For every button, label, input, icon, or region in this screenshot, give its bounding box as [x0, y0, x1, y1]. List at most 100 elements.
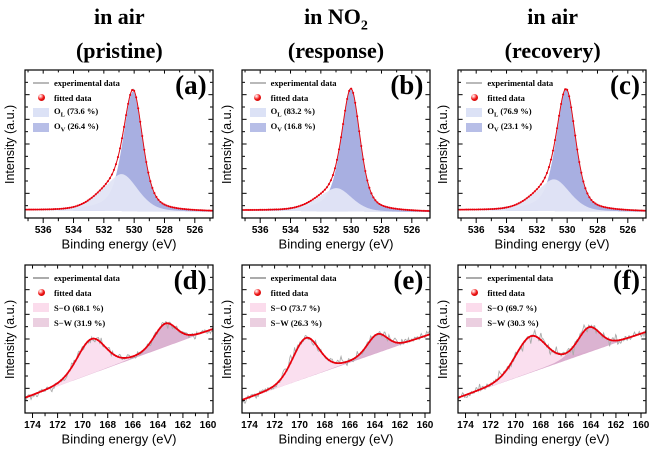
x-tick-label: 526 — [186, 225, 203, 236]
x-tick-label: 528 — [156, 225, 173, 236]
legend-label: fitted data — [54, 92, 92, 103]
component-fill-O_V — [458, 179, 647, 212]
legend-label: OL (73.6 %) — [54, 106, 99, 119]
x-tick-label: 532 — [312, 225, 329, 236]
x-axis-label: Binding energy (eV) — [62, 432, 177, 447]
fitted-data-line — [458, 326, 647, 399]
x-axis-label: Binding energy (eV) — [278, 432, 393, 447]
legend-ball-marker — [37, 94, 45, 101]
legend-entry: S−O (69.7 %) — [466, 300, 553, 315]
legend-label: experimental data — [487, 272, 554, 283]
x-tick-label: 160 — [416, 420, 433, 431]
legend-swatch-marker — [466, 303, 483, 312]
x-tick-label: 174 — [241, 420, 258, 431]
legend-swatch-marker — [466, 108, 483, 117]
fitted-data-markers — [458, 326, 647, 399]
legend-label: experimental data — [487, 77, 554, 88]
plot-canvas-c: 536 534 532 530 528 526 Binding energy (eV) — [457, 69, 647, 252]
x-tick-label: 160 — [633, 420, 650, 431]
legend-entry: OV (16.8 %) — [249, 120, 337, 135]
axis-ticks — [242, 265, 430, 418]
legend-line-marker — [466, 81, 483, 84]
legend-entry: fitted data — [250, 285, 337, 300]
component-fill-O_V — [25, 174, 213, 212]
legend-line-marker — [33, 81, 49, 84]
x-tick-label: 532 — [529, 225, 546, 236]
y-axis-label: Intensity (a.u.) — [219, 104, 234, 184]
legend-label: experimental data — [54, 272, 120, 283]
legend-entry: experimental data — [33, 75, 120, 90]
x-tick-label: 166 — [558, 420, 575, 431]
plot-frame — [241, 69, 431, 219]
x-tick-label: 172 — [483, 420, 500, 431]
legend-entry: S−O (68.1 %) — [33, 300, 120, 315]
legend-entry: S−O (73.7 %) — [249, 300, 337, 315]
legend-ball-marker — [254, 94, 262, 101]
plot-frame — [241, 264, 431, 414]
legend: experimental data fitted data S−O (68.1 %)… — [33, 270, 120, 330]
x-tick-label: 162 — [608, 420, 625, 431]
legend-entry: fitted data — [250, 90, 337, 105]
legend-label: fitted data — [487, 287, 525, 298]
legend-ball-marker — [254, 289, 262, 296]
x-axis-label: Binding energy (eV) — [62, 237, 177, 252]
x-tick-label: 172 — [266, 420, 283, 431]
legend-label: fitted data — [270, 287, 309, 298]
fitted-data-markers — [241, 87, 430, 213]
x-tick-label: 164 — [583, 420, 600, 431]
legend-label: fitted data — [54, 287, 92, 298]
panel-f: Intensity (a.u.) 174 172 170 168 166 164 162 160… — [433, 252, 650, 449]
legend-entry: OV (26.4 %) — [33, 120, 120, 135]
title-line1: in NO — [304, 4, 361, 29]
panel-label-b: (b) — [390, 70, 424, 100]
legend-swatch-marker — [249, 123, 266, 132]
title-line1: in air — [527, 4, 579, 29]
panel-label-f: (f) — [612, 265, 640, 295]
y-axis-label: Intensity (a.u.) — [436, 299, 451, 379]
x-tick-label: 174 — [457, 420, 474, 431]
panel-c: Intensity (a.u.) 536 534 532 530 528 526 Bindin… — [433, 56, 650, 252]
legend-swatch-marker — [249, 318, 266, 327]
x-tick-label: 162 — [175, 420, 192, 431]
x-tick-label: 166 — [124, 420, 141, 431]
component-fill-O_L — [241, 89, 430, 213]
y-axis-label: Intensity (a.u.) — [3, 104, 17, 184]
legend-swatch-marker — [249, 303, 266, 312]
column-title-response: in NO2 (response) — [228, 0, 445, 63]
title-line2: (recovery) — [504, 38, 601, 64]
legend-entry: S−W (30.3 %) — [466, 315, 553, 330]
legend-label: fitted data — [270, 92, 309, 103]
axis-ticks — [458, 70, 646, 223]
panel-label-a: (a) — [175, 70, 207, 100]
legend-label: S−O (73.7 %) — [270, 302, 321, 313]
legend-entry: experimental data — [33, 270, 120, 285]
plot-canvas-d: 174 172 170 168 166 164 162 160 Binding energy (… — [24, 264, 217, 447]
panel-b: Intensity (a.u.) 536 534 532 530 528 526 Bindin… — [217, 56, 434, 252]
x-tick-label: 526 — [620, 225, 637, 236]
panel-label-d: (d) — [173, 265, 207, 295]
fitted-data-markers — [25, 89, 213, 212]
x-tick-label: 166 — [341, 420, 358, 431]
legend: experimental data fitted data OL (76.9 %) O… — [466, 75, 553, 135]
x-tick-label: 536 — [252, 225, 269, 236]
legend-label: S−W (26.3 %) — [270, 317, 322, 328]
legend-entry: fitted data — [466, 285, 553, 300]
title-line2: (pristine) — [75, 38, 163, 64]
x-axis-label: Binding energy (eV) — [495, 237, 610, 252]
title-line1: in air — [93, 4, 145, 29]
panel-label-c: (c) — [610, 70, 640, 100]
legend-entry: S−W (31.9 %) — [33, 315, 120, 330]
plot-canvas-a: 536 534 532 530 528 526 Binding energy (eV) — [24, 69, 214, 252]
legend-label: S−O (69.7 %) — [487, 302, 537, 313]
x-tick-label: 532 — [95, 225, 112, 236]
legend-entry: experimental data — [249, 270, 337, 285]
column-title-pristine: in air (pristine) — [11, 0, 228, 63]
legend-line-marker — [249, 81, 266, 84]
fitted-data-line — [25, 322, 213, 399]
legend-label: S−O (68.1 %) — [54, 302, 104, 313]
y-axis-label: Intensity (a.u.) — [219, 299, 234, 379]
legend-label: experimental data — [270, 77, 337, 88]
component-fill-S-W — [241, 333, 430, 401]
x-axis-label: Binding energy (eV) — [495, 432, 610, 447]
